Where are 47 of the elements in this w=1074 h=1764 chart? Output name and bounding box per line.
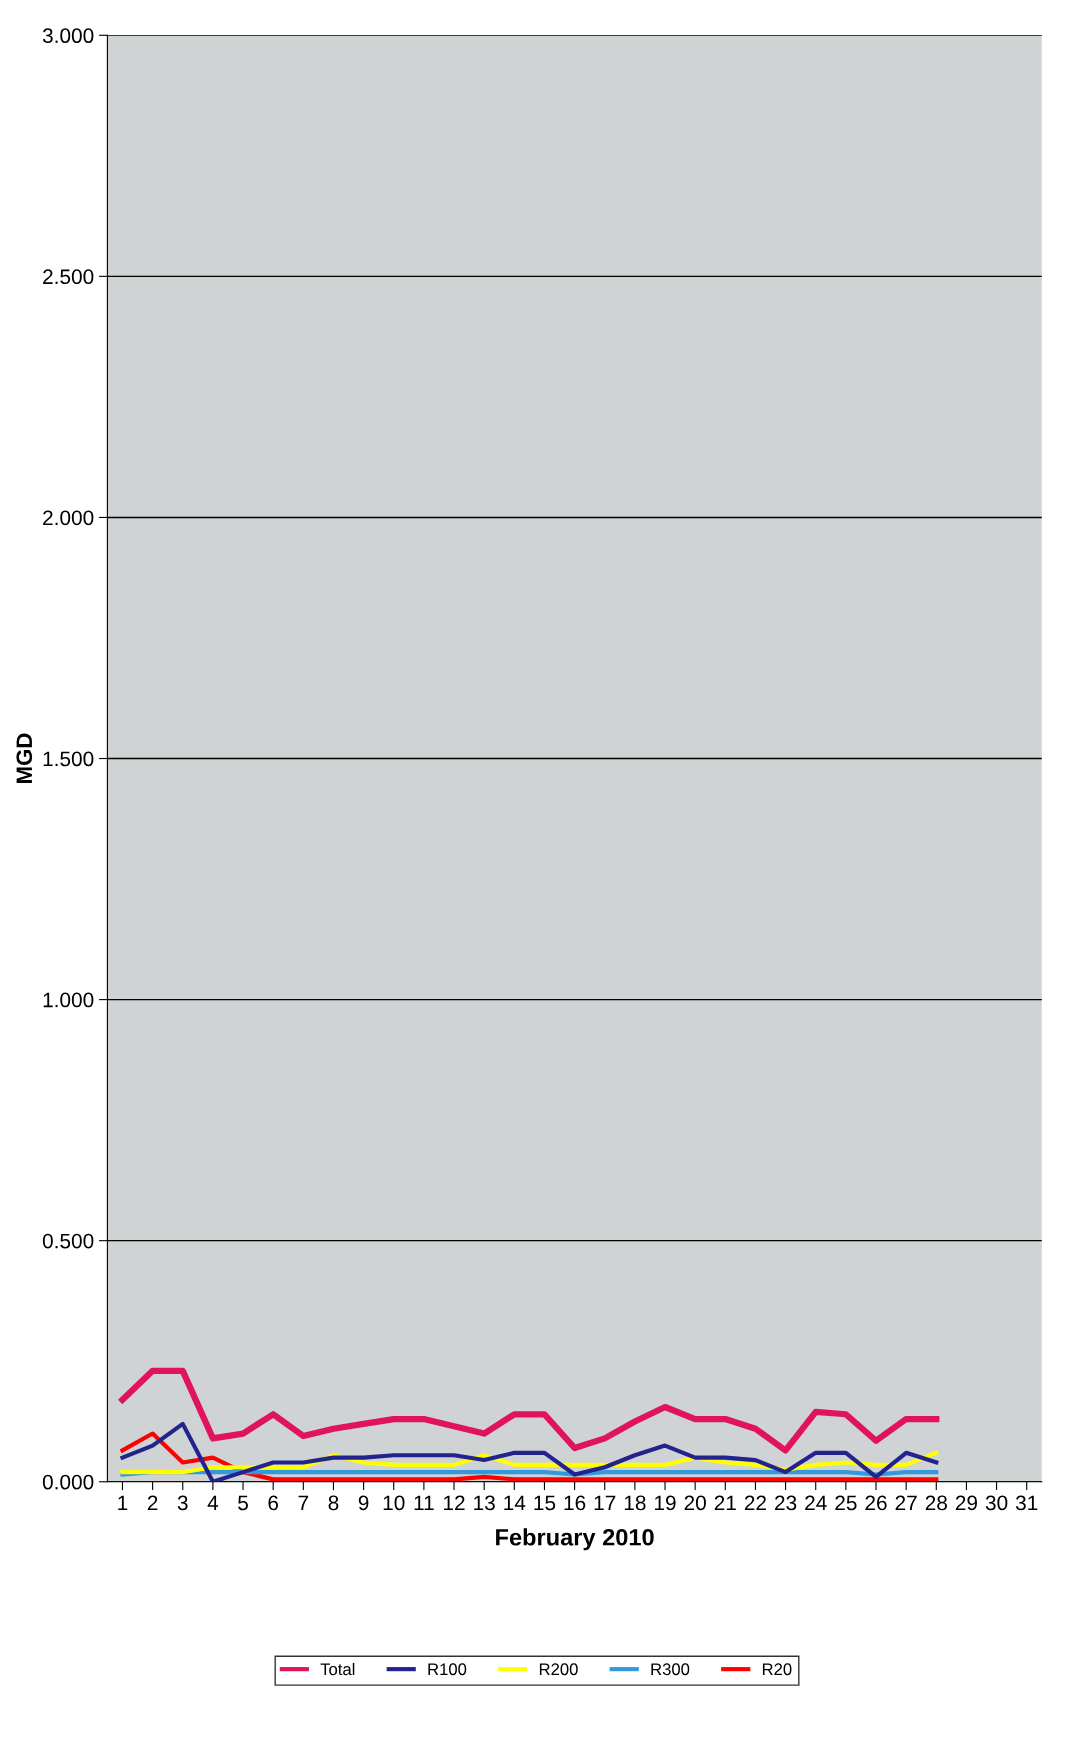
x-tick-label: 23 <box>775 1495 797 1511</box>
y-tick-label: 1.000 <box>43 992 94 1008</box>
x-tick-label: 17 <box>594 1495 616 1511</box>
x-tick-label: 22 <box>744 1495 766 1511</box>
x-tick-label: 15 <box>534 1495 556 1511</box>
x-tick-label: 10 <box>383 1495 405 1511</box>
x-tick-label: 20 <box>684 1495 706 1511</box>
y-tick-label: 2.500 <box>43 269 94 285</box>
y-tick-label: 2.000 <box>43 510 94 526</box>
x-tick-label: 19 <box>655 1495 676 1511</box>
line-series <box>120 1431 939 1482</box>
x-tick-label: 29 <box>955 1495 978 1511</box>
x-tick-label: 28 <box>925 1495 947 1511</box>
y-tick-label: 1.500 <box>43 751 94 767</box>
x-tick-label: 2 <box>147 1495 158 1511</box>
legend-label: R20 <box>762 1663 792 1676</box>
x-tick-label: 25 <box>835 1495 857 1511</box>
x-tick-label: 1 <box>118 1495 128 1511</box>
x-tick-label: 8 <box>328 1495 339 1511</box>
line-series <box>120 1421 939 1482</box>
y-tick-label: 3.000 <box>42 28 94 44</box>
x-tick-label: 27 <box>895 1495 917 1511</box>
y-tick-label: 0.000 <box>42 1474 94 1490</box>
legend-label: Total <box>320 1662 355 1676</box>
x-tick-label: 9 <box>358 1495 369 1511</box>
legend-label: R300 <box>651 1663 690 1676</box>
x-tick-label: 31 <box>1015 1495 1038 1511</box>
x-tick-label: 18 <box>624 1495 646 1511</box>
x-tick-label: 26 <box>865 1495 887 1511</box>
y-axis-title: MGD <box>16 733 33 783</box>
x-tick-label: 30 <box>985 1495 1008 1511</box>
legend-label: R200 <box>539 1663 578 1676</box>
x-tick-label: 16 <box>564 1495 586 1511</box>
legend-label: R100 <box>428 1663 467 1676</box>
x-tick-label: 12 <box>444 1495 465 1511</box>
x-tick-label: 4 <box>207 1495 219 1511</box>
x-tick-label: 7 <box>298 1495 309 1511</box>
x-tick-label: 5 <box>238 1495 248 1511</box>
x-tick-label: 21 <box>714 1495 736 1511</box>
x-axis-title: February 2010 <box>496 1528 654 1551</box>
x-tick-label: 24 <box>805 1495 827 1511</box>
y-tick-label: 0.500 <box>42 1233 94 1249</box>
x-tick-label: 13 <box>474 1495 495 1511</box>
x-tick-label: 11 <box>414 1495 434 1511</box>
x-tick-label: 14 <box>504 1495 526 1511</box>
x-tick-label: 3 <box>177 1495 188 1511</box>
x-tick-label: 6 <box>268 1495 279 1511</box>
